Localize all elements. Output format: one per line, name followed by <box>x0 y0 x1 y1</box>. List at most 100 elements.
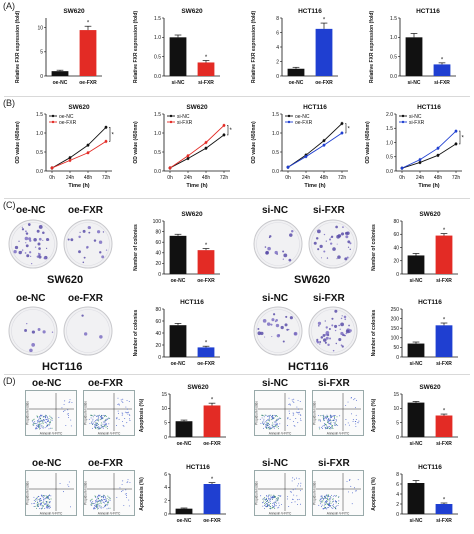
apoptotic-cell-dot <box>287 418 289 420</box>
cell-dot <box>266 425 268 426</box>
y-tick-label: 2 <box>276 59 279 65</box>
cell-dot <box>263 423 265 425</box>
cell-dot <box>93 507 95 509</box>
chart-D3-svg: HCT116 Apoptosis (%) 0 2 4 6 oe-NC * oe-FXR <box>139 464 226 524</box>
cell-dot <box>34 505 36 507</box>
label-si-nc-hct116: si-NC <box>262 293 289 304</box>
apoptotic-cell-dot <box>128 411 129 413</box>
cell-dot <box>104 504 106 506</box>
cell-dot <box>336 416 338 418</box>
cell-dot <box>42 497 44 499</box>
y-tick-label: 2.0 <box>386 112 393 118</box>
apoptotic-cell-dot <box>70 506 71 508</box>
bar-si-NC <box>407 343 425 357</box>
cell-dot <box>323 418 324 420</box>
cell-dot <box>332 504 334 506</box>
cell-dot <box>94 421 96 423</box>
cell-dot <box>46 506 48 507</box>
cell-dot <box>333 421 335 423</box>
colony <box>283 253 288 258</box>
y-tick-label: 250 <box>391 307 400 313</box>
cell-dot <box>99 494 101 496</box>
y-tick-label: 150 <box>391 326 400 332</box>
cell-dot <box>36 426 38 427</box>
cell-dot <box>46 422 47 424</box>
cell-dot <box>275 421 277 423</box>
colony <box>42 231 45 235</box>
cell-dot <box>45 419 47 421</box>
colony <box>315 237 319 240</box>
cell-dot <box>266 501 268 503</box>
cell-dot <box>268 499 270 501</box>
flow-plot-si-nc-sw620: Annexin V-FITC Propidium Iodide <box>254 390 306 436</box>
apoptotic-cell-dot <box>128 401 130 402</box>
cell-dot <box>327 499 329 501</box>
cell-dot <box>278 418 280 420</box>
cell-dot <box>98 415 100 416</box>
apoptotic-cell-dot <box>58 416 60 418</box>
cell-dot <box>33 505 35 507</box>
apoptotic-cell-dot <box>127 481 129 483</box>
cell-dot <box>104 499 106 501</box>
colony <box>14 245 19 250</box>
y-tick-label: 0 <box>396 512 399 518</box>
cell-dot <box>274 414 276 416</box>
cell-dot <box>34 422 36 424</box>
colony <box>328 238 332 241</box>
flow-x-label: Annexin V-FITC <box>327 512 350 516</box>
significance-mark: * <box>230 128 233 134</box>
cell-dot <box>265 499 267 501</box>
legend-label: si-NC <box>409 114 422 120</box>
apoptotic-cell-dot <box>351 413 352 415</box>
cell-dot <box>338 503 339 505</box>
chart-C2: SW620 Number of colonies 0 20 40 60 80 si-NC * si… <box>368 207 468 292</box>
chart-title: HCT116 <box>186 464 210 471</box>
cell-dot <box>108 499 110 501</box>
flow-x-label: Annexin V-FITC <box>98 512 121 516</box>
cell-dot <box>277 500 278 501</box>
cell-dot <box>274 508 276 510</box>
cell-dot <box>38 420 39 422</box>
cell-dot <box>89 500 91 502</box>
y-tick-label: 60 <box>393 232 399 238</box>
cell-dot <box>44 504 45 506</box>
label-flow-oe-fxr-sw620: oe-FXR <box>88 378 123 389</box>
apoptotic-cell-dot <box>121 400 123 402</box>
cell-dot <box>100 496 102 498</box>
colony <box>334 309 338 313</box>
apoptotic-cell-dot <box>122 490 124 492</box>
colony <box>45 237 50 242</box>
colony <box>38 225 43 229</box>
cell-dot <box>266 419 268 421</box>
cell-dot <box>100 500 102 502</box>
cell-dot <box>278 502 280 504</box>
cell-dot <box>272 505 274 507</box>
y-tick-label: 1.0 <box>386 140 393 146</box>
x-tick-label: oe-FXR <box>79 80 97 86</box>
apoptotic-cell-dot <box>127 479 129 481</box>
apoptotic-cell-dot <box>300 418 301 420</box>
cell-dot <box>94 425 96 427</box>
y-tick-label: 0.0 <box>154 169 161 175</box>
colony <box>330 242 333 245</box>
cell-dot <box>326 502 328 504</box>
separator-ab <box>4 96 470 97</box>
chart-D1-svg: SW620 Apoptosis (%) 0 5 10 15 oe-NC * oe-FXR <box>139 384 226 447</box>
cell-dot <box>92 501 94 503</box>
apoptotic-cell-dot <box>121 490 122 492</box>
cell-dot <box>46 425 48 427</box>
y-tick-label: 5 <box>396 420 399 426</box>
cell-dot <box>96 416 98 417</box>
cell-dot <box>96 500 97 502</box>
cell-dot <box>41 502 42 504</box>
flow-y-label: Propidium Iodide <box>313 401 317 425</box>
cell-dot <box>332 506 334 508</box>
cell-dot <box>43 498 45 500</box>
apoptotic-cell-dot <box>300 503 301 505</box>
cell-dot <box>275 416 277 417</box>
cell-dot <box>105 499 107 501</box>
colony <box>347 246 350 248</box>
y-tick-label: 10 <box>161 406 167 412</box>
cell-dot <box>268 415 270 417</box>
cell-dot <box>324 507 326 508</box>
